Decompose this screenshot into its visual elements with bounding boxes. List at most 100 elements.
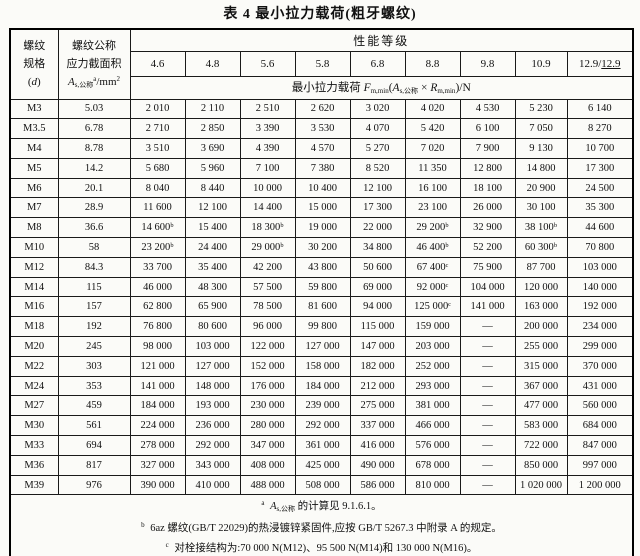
stress-area-cell: 5.03 xyxy=(57,98,131,120)
load-value-cell: 2 110 xyxy=(184,98,241,120)
load-value-cell: 8 040 xyxy=(129,177,186,199)
load-value-cell: 76 800 xyxy=(129,316,186,338)
load-value-cell: 8 440 xyxy=(184,177,241,199)
stress-area-cell: 976 xyxy=(57,474,131,496)
text-part: b xyxy=(141,521,145,530)
load-value-cell: 65 900 xyxy=(184,296,241,318)
stress-area-cell: 245 xyxy=(57,336,131,357)
load-value-cell: 59 800 xyxy=(294,276,351,298)
text-part: 的计算见 9.1.6.1。 xyxy=(295,501,382,513)
grade-label: 5.6 xyxy=(260,57,275,70)
grade-header-cell: 6.8 xyxy=(349,50,406,77)
load-value-cell: 11 350 xyxy=(404,157,461,179)
performance-grade-header: 性能等级 xyxy=(129,28,634,52)
table-row: M22 303 121 000 127 000 152 000 158 000 182 00… xyxy=(9,355,634,377)
stress-area-cell: 353 xyxy=(57,375,131,397)
grade-label: 12.9/ xyxy=(578,57,602,70)
load-value-cell: 292 000 xyxy=(294,415,351,437)
load-value-cell: 18 100 xyxy=(459,177,516,199)
table-row: M33 694 278 000 292 000 347 000 361 000 416 00… xyxy=(9,435,634,456)
load-value-cell: 35 400 xyxy=(184,256,241,278)
load-value-cell: 75 900 xyxy=(459,256,516,278)
load-value-cell: 10 700 xyxy=(566,138,634,159)
load-value-cell: 7 380 xyxy=(294,157,351,179)
load-value-cell: 158 000 xyxy=(294,355,351,377)
load-value-cell: 57 500 xyxy=(239,276,296,298)
thread-spec-cell: M30 xyxy=(9,415,59,437)
table-row: M4 8.78 3 510 3 690 4 390 4 570 5 270 7 020 7 90… xyxy=(9,138,634,159)
load-value-cell: 3 510 xyxy=(129,138,186,159)
load-value-cell: 337 000 xyxy=(349,415,406,437)
stress-area-cell: 157 xyxy=(57,296,131,318)
load-value-cell: 4 570 xyxy=(294,138,351,159)
load-value-cell: 347 000 xyxy=(239,435,296,456)
table-row: M30 561 224 000 236 000 280 000 292 000 337 00… xyxy=(9,415,634,437)
load-value-cell: — xyxy=(459,336,516,357)
table-row: M3 5.03 2 010 2 110 2 510 2 620 3 020 4 020 4 53… xyxy=(9,98,634,120)
load-value-cell: — xyxy=(459,435,516,456)
load-value-cell: 32 900 xyxy=(459,217,516,239)
thread-spec-cell: M27 xyxy=(9,395,59,417)
load-value-cell: 46 400ᵇ xyxy=(404,237,461,258)
table-row: M27 459 184 000 193 000 230 000 239 000 275 00… xyxy=(9,395,634,417)
load-value-cell: 30 200 xyxy=(294,237,351,258)
load-value-cell: 67 400ᶜ xyxy=(404,256,461,278)
text-part: F xyxy=(363,82,371,94)
load-value-cell: 4 390 xyxy=(239,138,296,159)
thread-spec-cell: M33 xyxy=(9,435,59,456)
table-row: M36 817 327 000 343 000 408 000 425 000 490 00… xyxy=(9,454,634,476)
load-value-cell: 390 000 xyxy=(129,474,186,496)
load-value-cell: 10 000 xyxy=(239,177,296,199)
load-value-cell: 24 500 xyxy=(566,177,634,199)
load-value-cell: 327 000 xyxy=(129,454,186,476)
stress-area-cell: 303 xyxy=(57,355,131,377)
load-value-cell: 234 000 xyxy=(566,316,634,338)
load-value-cell: 15 000 xyxy=(294,197,351,219)
load-value-cell: 38 100ᵇ xyxy=(514,217,568,239)
load-value-cell: 184 000 xyxy=(129,395,186,417)
load-value-cell: 7 100 xyxy=(239,157,296,179)
table-row: M12 84.3 33 700 35 400 42 200 43 800 50 600 67 … xyxy=(9,256,634,278)
load-value-cell: 2 710 xyxy=(129,118,186,140)
load-value-cell: 275 000 xyxy=(349,395,406,417)
load-value-cell: 1 020 000 xyxy=(514,474,568,496)
load-value-cell: 19 000 xyxy=(294,217,351,239)
load-value-cell: — xyxy=(459,375,516,397)
load-value-cell: 5 420 xyxy=(404,118,461,140)
footnote-row: a As,公称 的计算见 9.1.6.1。 b 6az 螺纹(GB/T 22029… xyxy=(9,494,634,556)
table-row: M20 245 98 000 103 000 122 000 127 000 147 000… xyxy=(9,336,634,357)
load-value-cell: 488 000 xyxy=(239,474,296,496)
load-value-cell: 23 100 xyxy=(404,197,461,219)
load-value-cell: 29 200ᵇ xyxy=(404,217,461,239)
load-value-cell: 361 000 xyxy=(294,435,351,456)
load-value-cell: 15 400 xyxy=(184,217,241,239)
load-value-cell: 3 390 xyxy=(239,118,296,140)
thread-spec-cell: M20 xyxy=(9,336,59,357)
text-part: a xyxy=(261,499,265,508)
grade-header-cell: 5.6 xyxy=(239,50,296,77)
load-value-cell: 147 000 xyxy=(349,336,406,357)
load-value-cell: 103 000 xyxy=(184,336,241,357)
load-value-cell: 182 000 xyxy=(349,355,406,377)
load-value-cell: 125 000ᶜ xyxy=(404,296,461,318)
load-value-cell: 80 600 xyxy=(184,316,241,338)
load-value-cell: 17 300 xyxy=(566,157,634,179)
load-value-cell: 7 900 xyxy=(459,138,516,159)
text-part: 2 xyxy=(116,75,121,84)
thread-spec-cell: M5 xyxy=(9,157,59,179)
load-value-cell: 416 000 xyxy=(349,435,406,456)
load-value-cell: 560 000 xyxy=(566,395,634,417)
load-value-cell: 14 800 xyxy=(514,157,568,179)
grade-label: 4.8 xyxy=(205,57,220,70)
load-value-cell: 141 000 xyxy=(129,375,186,397)
load-value-cell: 293 000 xyxy=(404,375,461,397)
load-value-cell: 140 000 xyxy=(566,276,634,298)
text-part: m,min xyxy=(437,87,456,95)
grade-label: 4.6 xyxy=(150,57,165,70)
text-part: A xyxy=(68,76,75,89)
load-value-cell: — xyxy=(459,474,516,496)
thread-spec-cell: M22 xyxy=(9,355,59,377)
load-value-cell: 98 000 xyxy=(129,336,186,357)
load-value-cell: 586 000 xyxy=(349,474,406,496)
